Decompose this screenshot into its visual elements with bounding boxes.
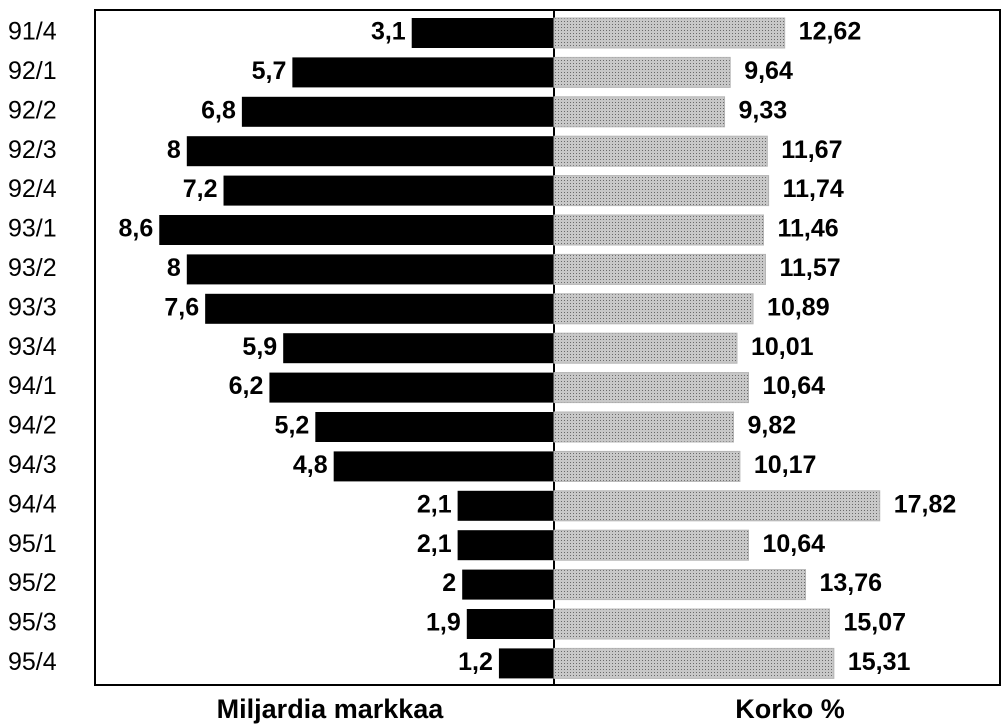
bar	[186, 254, 555, 285]
value-label: 15,07	[843, 609, 906, 637]
category-label: 92/2	[8, 96, 57, 124]
bar	[553, 214, 764, 246]
value-label: 3,1	[371, 18, 406, 46]
value-label: 9,33	[739, 96, 788, 124]
bar	[457, 490, 554, 521]
category-label: 94/4	[8, 490, 57, 518]
category-label: 94/1	[8, 372, 57, 400]
bar	[411, 18, 554, 48]
bar	[333, 451, 554, 482]
category-label: 94/2	[8, 412, 57, 440]
category-label: 94/3	[8, 451, 57, 479]
plot-frame	[94, 9, 1001, 686]
bar	[283, 333, 554, 364]
value-label: 4,8	[293, 451, 328, 479]
category-label: 92/3	[8, 136, 57, 164]
axis-label: Miljardia markkaa	[217, 694, 445, 724]
value-label: 10,01	[751, 333, 814, 361]
category-label: 92/4	[8, 175, 57, 203]
bar	[292, 57, 554, 88]
value-label: 7,2	[183, 175, 218, 203]
value-label: 2	[442, 569, 456, 597]
value-label: 10,64	[762, 530, 825, 558]
bar	[223, 175, 554, 206]
bar	[553, 332, 738, 364]
value-label: 2,1	[417, 530, 452, 558]
bar	[457, 530, 554, 561]
bar	[159, 215, 554, 245]
bar	[553, 450, 741, 482]
bar	[466, 609, 554, 639]
bar	[553, 175, 770, 207]
value-label: 1,2	[458, 648, 493, 676]
value-label: 5,2	[275, 412, 310, 440]
value-label: 12,62	[799, 18, 862, 46]
value-label: 5,7	[252, 57, 287, 85]
bar	[498, 648, 554, 679]
value-label: 2,1	[417, 490, 452, 518]
value-label: 10,17	[754, 451, 817, 479]
bar	[186, 136, 555, 167]
bar	[241, 96, 554, 127]
value-label: 9,82	[747, 412, 796, 440]
value-label: 9,64	[744, 57, 793, 85]
value-label: 1,9	[426, 609, 461, 637]
value-label: 8	[167, 254, 181, 282]
bar	[553, 529, 749, 561]
bar	[553, 608, 830, 640]
value-label: 6,8	[201, 96, 236, 124]
bar	[553, 135, 768, 167]
category-label: 95/2	[8, 569, 57, 597]
category-label: 95/4	[8, 648, 57, 676]
bar	[553, 411, 734, 443]
category-label: 95/3	[8, 609, 57, 637]
bar	[553, 253, 766, 285]
value-label: 6,2	[229, 372, 264, 400]
value-label: 11,67	[781, 136, 842, 164]
category-label: 92/1	[8, 57, 57, 85]
bar	[553, 647, 835, 679]
category-label: 93/4	[8, 333, 57, 361]
category-label: 93/3	[8, 293, 57, 321]
value-label: 7,6	[164, 293, 199, 321]
value-label: 13,76	[820, 569, 883, 597]
value-label: 15,31	[848, 648, 911, 676]
axis-label: Korko %	[735, 694, 845, 724]
value-label: 11,74	[783, 175, 844, 203]
value-label: 10,64	[762, 372, 825, 400]
bar	[553, 17, 786, 49]
value-label: 17,82	[894, 490, 957, 518]
value-label: 8	[167, 136, 181, 164]
bar	[315, 412, 554, 442]
category-label: 93/1	[8, 215, 57, 243]
value-label: 11,57	[779, 254, 840, 282]
bar	[269, 372, 554, 403]
value-label: 10,89	[767, 293, 830, 321]
bar	[462, 569, 554, 600]
category-label: 93/2	[8, 254, 57, 282]
bar	[205, 293, 554, 324]
value-label: 5,9	[242, 333, 277, 361]
bar	[553, 293, 754, 325]
category-label: 91/4	[8, 18, 57, 46]
value-label: 8,6	[118, 215, 153, 243]
bar	[553, 490, 881, 522]
value-label: 11,46	[777, 215, 838, 243]
category-label: 95/1	[8, 530, 57, 558]
bar	[553, 96, 726, 128]
bar	[553, 569, 807, 601]
bar	[553, 372, 749, 404]
bar	[553, 56, 731, 88]
